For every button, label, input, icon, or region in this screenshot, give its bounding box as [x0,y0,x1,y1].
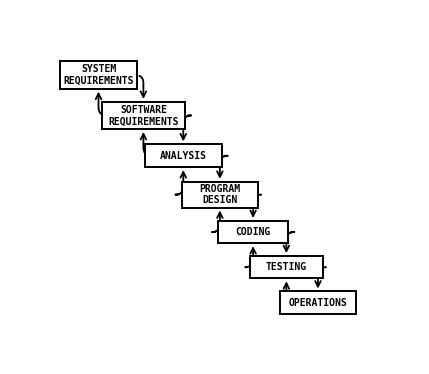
Text: CODING: CODING [236,227,271,237]
Bar [280,291,356,314]
Bar [181,182,258,208]
Bar [218,221,288,243]
Text: PROGRAM
DESIGN: PROGRAM DESIGN [199,184,240,205]
Text: OPERATIONS: OPERATIONS [289,298,347,308]
Bar [102,102,185,129]
Text: TESTING: TESTING [266,262,307,272]
Text: ANALYSIS: ANALYSIS [160,151,207,161]
Bar [145,144,221,167]
Text: SOFTWARE
REQUIREMENTS: SOFTWARE REQUIREMENTS [108,105,178,126]
Text: SYSTEM
REQUIREMENTS: SYSTEM REQUIREMENTS [63,64,134,86]
Bar [60,61,137,89]
Bar [250,256,323,278]
